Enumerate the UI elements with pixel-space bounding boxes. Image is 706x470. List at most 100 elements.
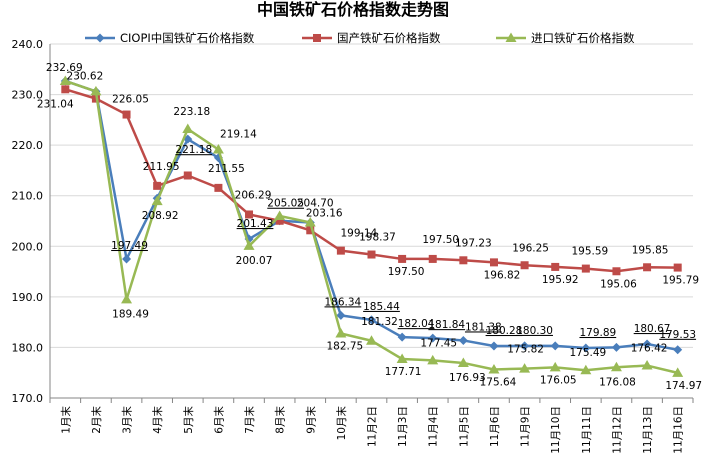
data-label: 175.49 <box>569 347 606 359</box>
point-marker <box>581 264 590 273</box>
legend-label: CIOPI中国铁矿石价格指数 <box>120 31 255 45</box>
legend-label: 国产铁矿石价格指数 <box>337 31 441 45</box>
point-marker <box>214 183 223 192</box>
data-label: 195.85 <box>632 244 669 256</box>
point-marker <box>367 250 376 259</box>
point-marker <box>673 345 683 355</box>
point-marker <box>672 367 684 377</box>
x-tick-label: 6月末 <box>212 406 225 434</box>
data-label: 204.70 <box>297 198 334 210</box>
point-marker <box>610 361 622 372</box>
point-marker <box>304 217 316 227</box>
x-tick-label: 1月末 <box>59 406 72 434</box>
data-label: 195.79 <box>662 275 699 287</box>
point-marker <box>122 254 132 264</box>
point-marker <box>306 226 315 235</box>
point-marker <box>673 263 682 272</box>
x-tick-label: 9月末 <box>304 406 317 434</box>
data-label: 176.42 <box>631 343 668 355</box>
point-marker <box>428 254 437 263</box>
data-label: 179.89 <box>579 327 616 339</box>
y-tick-label: 210.0 <box>12 190 44 203</box>
point-marker <box>458 335 468 345</box>
data-label: 185.44 <box>363 301 400 313</box>
data-label: 211.55 <box>208 163 245 175</box>
x-tick-label: 11月12日 <box>611 406 623 454</box>
data-label: 176.05 <box>540 374 577 386</box>
point-marker <box>336 310 346 320</box>
data-label: 180.67 <box>634 323 671 335</box>
data-label: 223.18 <box>173 106 210 118</box>
point-marker <box>489 341 499 351</box>
point-marker <box>367 315 376 325</box>
data-label: 181.84 <box>428 319 465 331</box>
x-tick-label: 7月末 <box>243 406 256 434</box>
data-label: 197.23 <box>455 237 492 249</box>
point-marker <box>396 353 408 364</box>
point-marker <box>59 75 71 85</box>
data-label: 175.64 <box>480 376 517 388</box>
data-label: 226.05 <box>112 94 149 106</box>
data-label: 211.95 <box>143 161 180 173</box>
data-label: 221.18 <box>175 144 212 156</box>
point-marker <box>122 110 131 119</box>
x-tick-label: 4月末 <box>151 406 164 434</box>
x-tick-label: 11月2日 <box>367 406 379 447</box>
point-marker <box>336 246 345 255</box>
data-label: 219.14 <box>220 128 257 140</box>
data-label: 205.05 <box>267 198 304 210</box>
legend-entry-1: CIOPI中国铁矿石价格指数 <box>85 31 255 45</box>
data-label: 179.53 <box>659 329 696 341</box>
point-marker <box>397 332 407 342</box>
series-2 <box>61 85 682 276</box>
y-tick-label: 200.0 <box>12 240 44 253</box>
point-marker <box>581 343 591 353</box>
x-tick-label: 11月3日 <box>397 406 409 447</box>
point-marker <box>335 328 347 338</box>
x-tick-label: 11月13日 <box>642 406 654 454</box>
point-marker <box>489 258 498 267</box>
point-marker <box>183 171 192 180</box>
point-marker <box>212 143 224 154</box>
x-tick-label: 11月9日 <box>520 406 532 447</box>
data-label: 203.16 <box>306 207 343 219</box>
data-label: 198.37 <box>359 232 396 244</box>
x-tick-label: 3月末 <box>121 406 134 434</box>
data-label: 201.43 <box>237 218 274 230</box>
y-tick-label: 230.0 <box>12 89 44 102</box>
point-marker <box>90 85 102 96</box>
point-marker <box>457 357 469 367</box>
point-marker <box>275 216 284 225</box>
data-label: 199.14 <box>341 228 378 240</box>
point-marker <box>642 339 652 349</box>
data-label: 231.04 <box>37 98 74 110</box>
data-label: 176.08 <box>599 376 636 388</box>
point-marker <box>459 256 468 265</box>
legend-label: 进口铁矿石价格指数 <box>531 31 635 45</box>
point-marker <box>182 123 194 134</box>
x-tick-label: 11月10日 <box>550 406 562 454</box>
point-marker <box>274 210 286 220</box>
legend-entry-3: 进口铁矿石价格指数 <box>496 31 635 45</box>
y-tick-label: 170.0 <box>12 392 44 405</box>
series-line <box>64 88 678 273</box>
data-label: 180.30 <box>516 325 553 337</box>
x-tick-label: 11月5日 <box>458 406 470 447</box>
y-tick-label: 190.0 <box>12 291 44 304</box>
point-marker <box>520 341 530 351</box>
point-marker <box>427 354 439 365</box>
point-marker <box>366 335 377 345</box>
point-marker <box>549 361 561 372</box>
x-tick-label: 11月4日 <box>428 406 440 447</box>
data-label: 181.38 <box>465 321 502 333</box>
data-label: 232.69 <box>46 62 83 74</box>
point-marker <box>550 341 560 351</box>
point-marker <box>121 293 133 304</box>
data-label: 186.34 <box>325 296 362 308</box>
x-tick-label: 11月16日 <box>673 406 685 454</box>
data-label: 182.75 <box>327 341 364 353</box>
point-marker <box>95 33 105 43</box>
data-label: 196.82 <box>484 269 521 281</box>
point-marker <box>151 195 163 206</box>
